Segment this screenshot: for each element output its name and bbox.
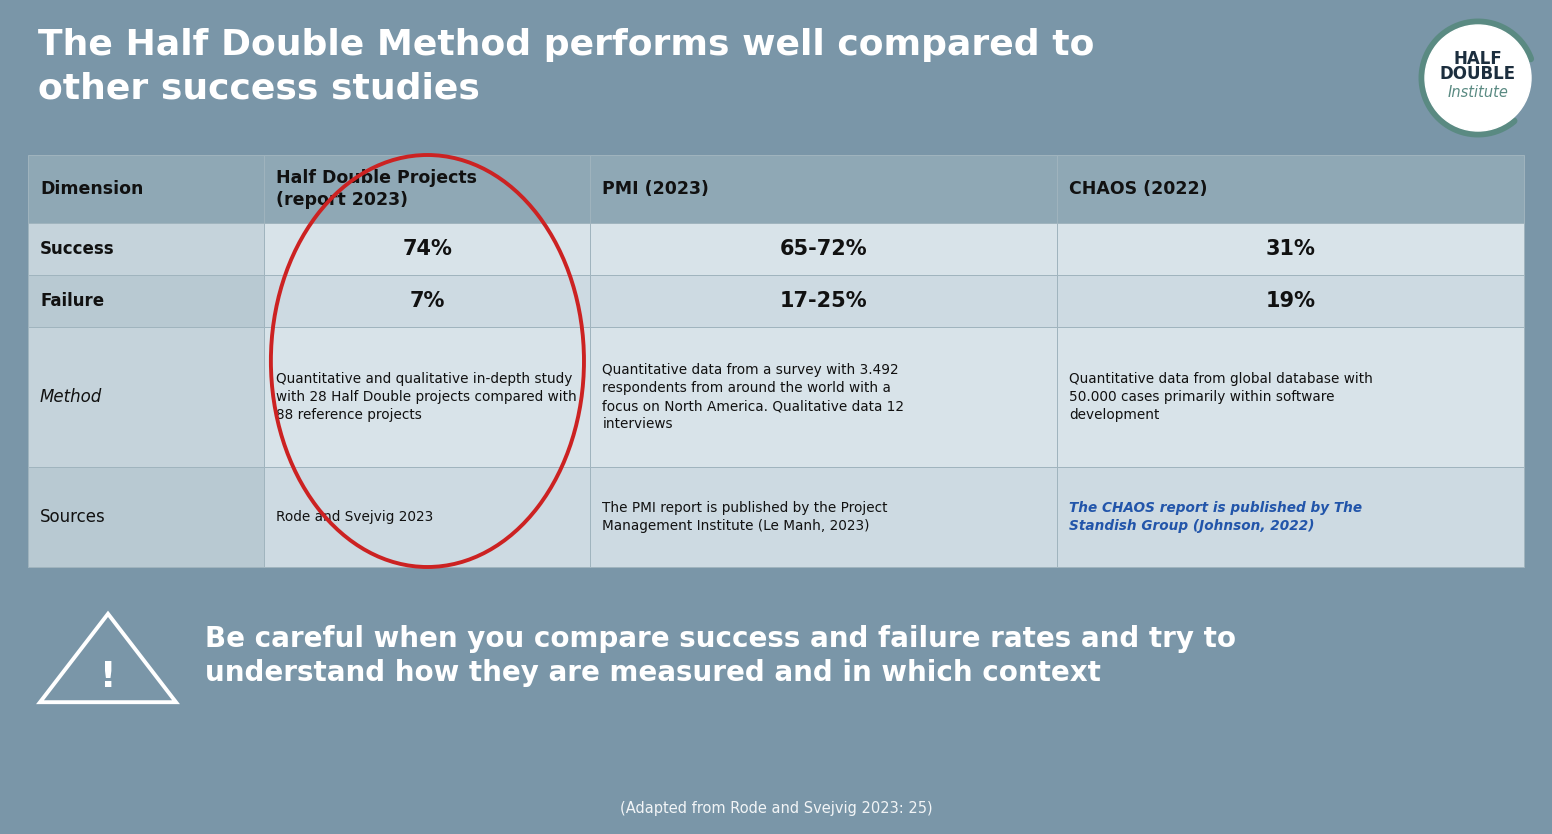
Text: Be careful when you compare success and failure rates and try to: Be careful when you compare success and … bbox=[205, 625, 1235, 653]
FancyBboxPatch shape bbox=[1057, 327, 1524, 467]
Circle shape bbox=[1425, 25, 1530, 131]
Text: Rode and Svejvig 2023: Rode and Svejvig 2023 bbox=[276, 510, 433, 524]
FancyBboxPatch shape bbox=[264, 155, 590, 223]
FancyBboxPatch shape bbox=[590, 467, 1057, 567]
Text: Failure: Failure bbox=[40, 292, 104, 310]
FancyBboxPatch shape bbox=[1057, 275, 1524, 327]
Text: DOUBLE: DOUBLE bbox=[1440, 65, 1516, 83]
Text: The PMI report is published by the Project
Management Institute (Le Manh, 2023): The PMI report is published by the Proje… bbox=[602, 501, 888, 533]
FancyBboxPatch shape bbox=[28, 467, 264, 567]
Text: (Adapted from Rode and Svejvig 2023: 25): (Adapted from Rode and Svejvig 2023: 25) bbox=[619, 801, 933, 816]
Text: The Half Double Method performs well compared to
other success studies: The Half Double Method performs well com… bbox=[37, 28, 1094, 105]
Text: Quantitative data from a survey with 3.492
respondents from around the world wit: Quantitative data from a survey with 3.4… bbox=[602, 363, 905, 431]
Text: Method: Method bbox=[40, 388, 102, 406]
Text: CHAOS (2022): CHAOS (2022) bbox=[1069, 180, 1207, 198]
Text: Institute: Institute bbox=[1448, 84, 1509, 99]
FancyBboxPatch shape bbox=[28, 223, 264, 275]
Text: PMI (2023): PMI (2023) bbox=[602, 180, 709, 198]
Text: The CHAOS report is published by The
Standish Group (Johnson, 2022): The CHAOS report is published by The Sta… bbox=[1069, 501, 1363, 533]
FancyBboxPatch shape bbox=[590, 327, 1057, 467]
Text: 7%: 7% bbox=[410, 291, 445, 311]
FancyBboxPatch shape bbox=[590, 223, 1057, 275]
Text: Dimension: Dimension bbox=[40, 180, 143, 198]
Text: 17-25%: 17-25% bbox=[781, 291, 868, 311]
Text: HALF: HALF bbox=[1454, 50, 1502, 68]
FancyBboxPatch shape bbox=[590, 155, 1057, 223]
Text: 31%: 31% bbox=[1266, 239, 1316, 259]
Text: Quantitative and qualitative in-depth study
with 28 Half Double projects compare: Quantitative and qualitative in-depth st… bbox=[276, 372, 577, 422]
FancyBboxPatch shape bbox=[28, 155, 264, 223]
Text: !: ! bbox=[99, 660, 116, 694]
Text: 74%: 74% bbox=[402, 239, 452, 259]
Text: Half Double Projects
(report 2023): Half Double Projects (report 2023) bbox=[276, 169, 478, 208]
FancyBboxPatch shape bbox=[1057, 467, 1524, 567]
Text: Quantitative data from global database with
50.000 cases primarily within softwa: Quantitative data from global database w… bbox=[1069, 372, 1374, 422]
FancyBboxPatch shape bbox=[1057, 223, 1524, 275]
FancyBboxPatch shape bbox=[28, 275, 264, 327]
FancyBboxPatch shape bbox=[1057, 155, 1524, 223]
Text: 65-72%: 65-72% bbox=[781, 239, 868, 259]
FancyBboxPatch shape bbox=[264, 467, 590, 567]
FancyBboxPatch shape bbox=[264, 327, 590, 467]
Text: Success: Success bbox=[40, 240, 115, 258]
FancyBboxPatch shape bbox=[264, 223, 590, 275]
FancyBboxPatch shape bbox=[28, 327, 264, 467]
Text: 19%: 19% bbox=[1265, 291, 1316, 311]
FancyBboxPatch shape bbox=[590, 275, 1057, 327]
Text: understand how they are measured and in which context: understand how they are measured and in … bbox=[205, 659, 1100, 687]
FancyBboxPatch shape bbox=[264, 275, 590, 327]
Text: Sources: Sources bbox=[40, 508, 106, 526]
